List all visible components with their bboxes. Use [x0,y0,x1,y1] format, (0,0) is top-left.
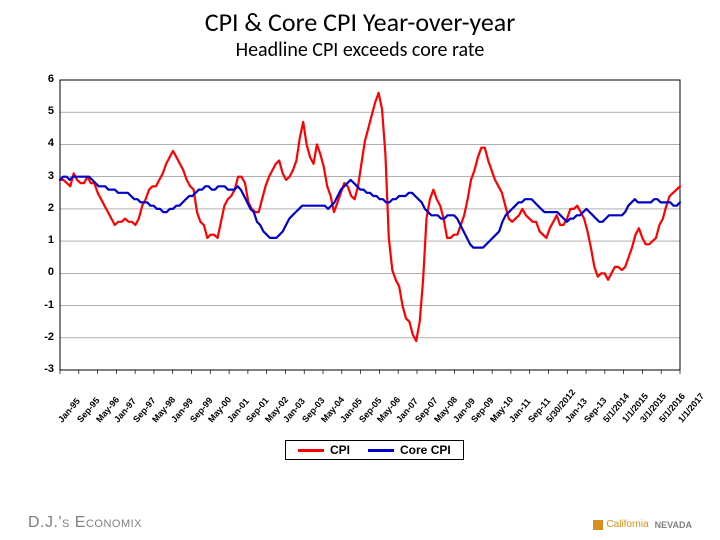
logo-nv-title: NEVADA [655,521,692,530]
legend-item-core-cpi: Core CPI [368,443,451,457]
legend-label: Core CPI [400,443,451,457]
footer-brand-text: D.J.'s Economix [28,514,142,531]
y-tick-label: 6 [34,73,54,85]
legend-item-cpi: CPI [298,443,350,457]
y-tick-label: 1 [34,234,54,246]
y-tick-label: 2 [34,202,54,214]
y-tick-label: -1 [34,299,54,311]
y-tick-label: -2 [34,331,54,343]
y-tick-label: 0 [34,266,54,278]
logo-ca-title: California [606,520,648,530]
y-tick-label: 5 [34,105,54,117]
legend-swatch [298,449,324,452]
legend-swatch [368,449,394,452]
footer-brand: D.J.'s Economix [28,514,142,532]
legend-label: CPI [330,443,350,457]
y-tick-label: 4 [34,137,54,149]
chart-legend: CPI Core CPI [285,440,464,460]
y-tick-label: 3 [34,170,54,182]
footer-logos: California NEVADA [593,520,692,530]
slide-container: CPI & Core CPI Year-over-year Headline C… [0,0,720,540]
logo-nevada: NEVADA [655,521,692,530]
y-tick-label: -3 [34,363,54,375]
logo-california: California [593,520,648,530]
